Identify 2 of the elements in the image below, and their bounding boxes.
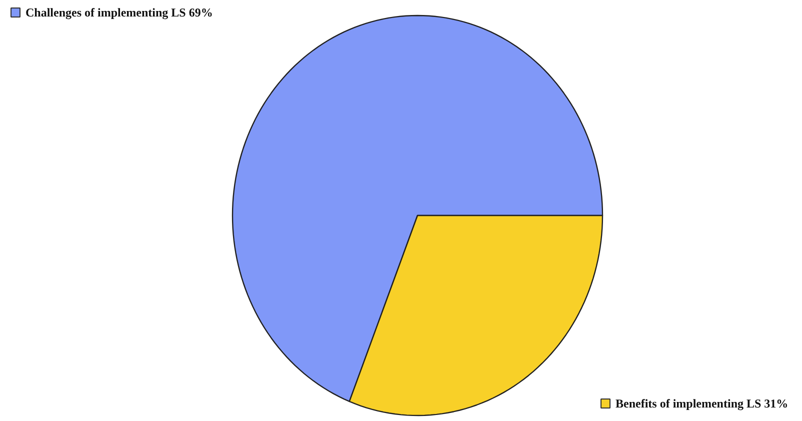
legend-label: Benefits of implementing LS 31% [616, 396, 788, 410]
legend-label: Challenges of implementing LS 69% [26, 6, 213, 20]
